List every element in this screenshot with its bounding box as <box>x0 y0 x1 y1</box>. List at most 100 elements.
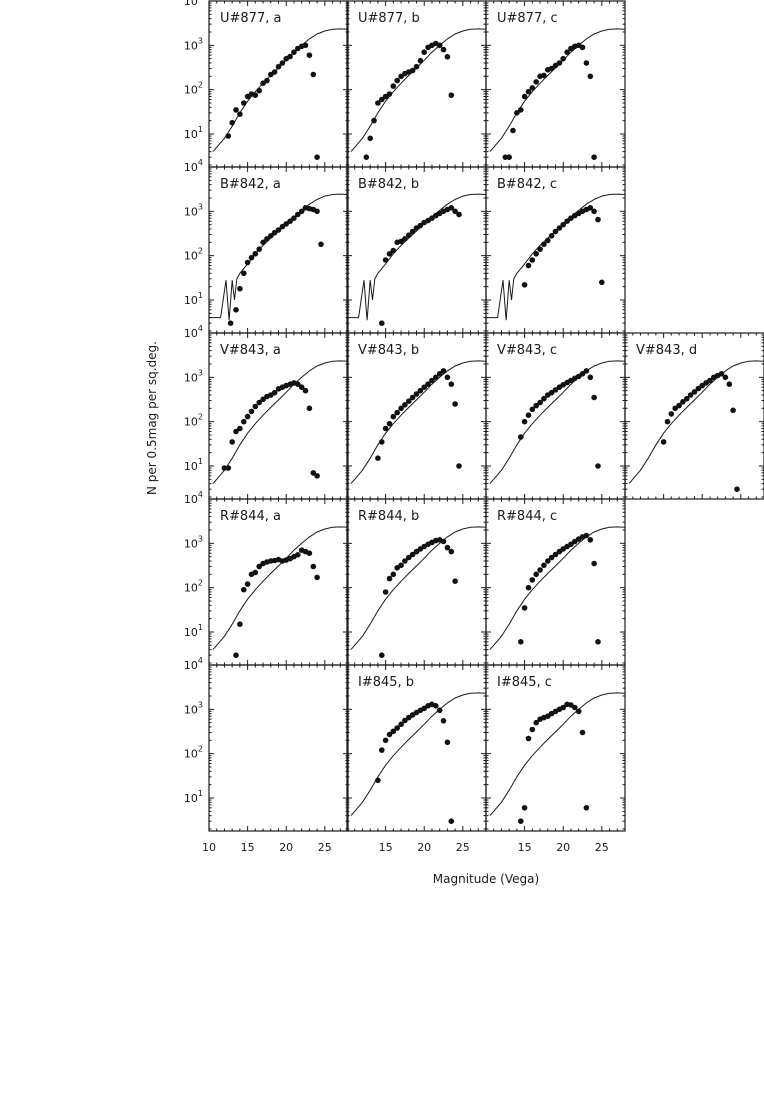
data-point <box>248 408 255 415</box>
data-point <box>306 52 313 58</box>
y-tick-label: 103 <box>184 202 203 218</box>
model-curve <box>628 360 764 484</box>
model-curve <box>350 28 486 152</box>
data-point <box>444 54 451 60</box>
x-tick-label: 25 <box>456 841 470 854</box>
panel-plot-area <box>628 360 764 493</box>
panel-plot-area <box>350 526 486 658</box>
data-point <box>518 107 524 113</box>
data-point <box>533 79 539 85</box>
panel-title: I#845, b <box>358 675 414 690</box>
data-point <box>541 241 547 248</box>
data-point <box>452 208 458 215</box>
data-point <box>402 558 408 564</box>
model-curve <box>486 193 625 321</box>
panel-b-842-b: B#842, b <box>346 166 487 334</box>
data-point <box>310 563 317 570</box>
data-point <box>575 708 582 715</box>
y-tick-label: 102 <box>184 745 203 761</box>
data-point <box>448 205 455 211</box>
data-point <box>279 60 286 66</box>
data-point <box>433 703 439 709</box>
panel-v-843-a: V#843, a <box>208 332 349 500</box>
data-point <box>314 473 320 479</box>
data-point <box>229 119 235 126</box>
panel-plot-area <box>350 28 486 160</box>
panel-title: U#877, a <box>220 11 281 26</box>
data-point <box>560 221 566 228</box>
data-point <box>533 402 539 409</box>
data-point <box>444 739 451 746</box>
data-point <box>436 371 443 377</box>
data-point <box>556 60 563 66</box>
data-point <box>537 246 543 252</box>
x-tick-label: 20 <box>279 841 293 854</box>
y-tick-label: 102 <box>184 247 203 263</box>
panel-v-843-c: V#843, c <box>485 332 626 500</box>
data-point <box>718 371 725 377</box>
data-point <box>541 562 547 569</box>
panel-title: V#843, b <box>358 343 419 358</box>
data-point <box>556 225 563 231</box>
panel-plot-area <box>350 360 486 484</box>
data-point <box>452 401 458 407</box>
data-point <box>421 49 428 55</box>
data-point <box>318 241 324 248</box>
data-point <box>518 639 524 645</box>
data-point <box>444 374 451 381</box>
panel-u-877-c: U#877, c <box>485 0 626 168</box>
y-tick-label: 102 <box>184 413 203 429</box>
panel-title: V#843, c <box>497 343 557 358</box>
panel-plot-area <box>347 193 486 327</box>
model-curve <box>489 692 625 816</box>
data-point <box>545 237 551 244</box>
data-point <box>525 88 532 95</box>
panel-plot-area <box>209 193 348 327</box>
y-tick-label: 104 <box>184 158 203 174</box>
data-point <box>252 251 259 257</box>
data-point <box>264 236 270 242</box>
data-point <box>382 589 389 595</box>
data-point <box>664 418 671 425</box>
data-point <box>298 384 305 391</box>
data-point <box>413 63 420 70</box>
data-point <box>587 205 594 211</box>
data-point <box>537 399 543 406</box>
panel-u-877-b: U#877, b <box>346 0 487 168</box>
data-point <box>545 558 551 564</box>
panel-plot-area <box>486 193 625 321</box>
data-point <box>409 394 416 401</box>
data-point <box>433 374 439 381</box>
x-axis-title: Magnitude (Vega) <box>433 872 539 886</box>
data-point <box>375 777 381 784</box>
data-point <box>448 818 455 824</box>
data-point <box>237 621 243 627</box>
y-tick-label: 102 <box>184 81 203 97</box>
data-point <box>448 548 455 555</box>
data-point <box>521 282 528 288</box>
y-axis-title: N per 0.5mag per sq.deg. <box>145 341 159 495</box>
data-point <box>521 605 528 611</box>
data-point <box>444 544 451 551</box>
data-point <box>552 228 559 235</box>
panels-layer: U#877, a U#877, b U#877, c B#842, a B#842, b… <box>184 0 764 854</box>
data-point <box>225 465 232 471</box>
model-curve <box>489 28 625 152</box>
data-point <box>568 541 574 548</box>
panel-plot-area <box>212 526 348 658</box>
data-point <box>583 368 590 374</box>
data-point <box>722 374 729 381</box>
data-point <box>529 726 536 733</box>
panel-plot-area <box>212 28 348 160</box>
data-point <box>595 463 601 469</box>
data-point <box>591 394 597 401</box>
data-point <box>591 560 597 567</box>
x-tick-label: 25 <box>595 841 609 854</box>
data-point <box>306 405 313 412</box>
data-point <box>413 548 420 555</box>
data-point <box>591 154 597 160</box>
data-point <box>291 49 297 55</box>
data-point <box>237 285 243 292</box>
data-point <box>252 569 259 576</box>
data-point <box>275 63 282 70</box>
